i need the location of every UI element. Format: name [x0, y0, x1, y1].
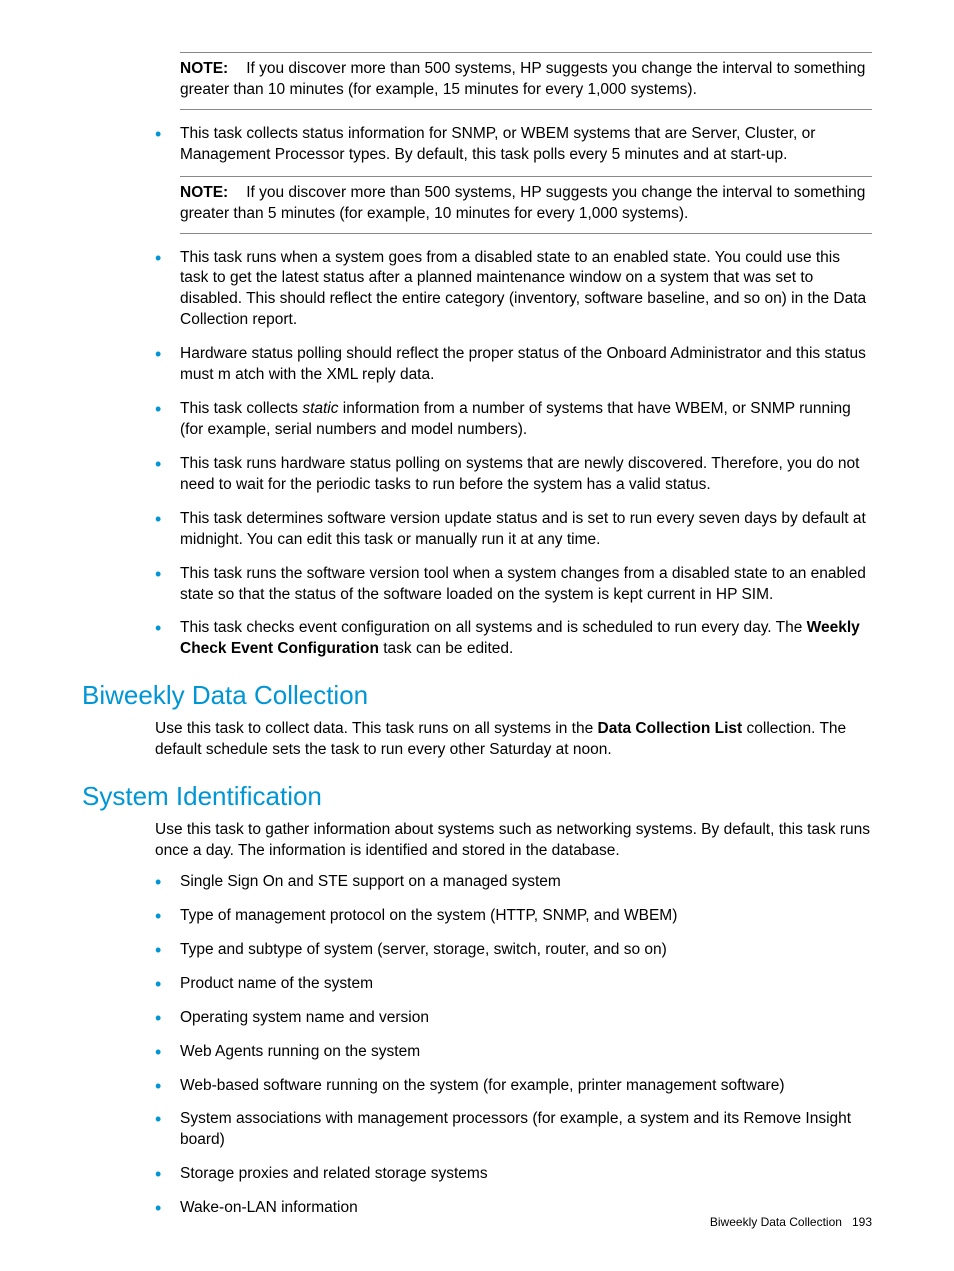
bullet-g2-item2-text: Hardware status polling should reflect t… [180, 345, 866, 383]
bullet-g2-item3: This task collects static information fr… [155, 399, 872, 441]
bullet-g1-item1: This task collects status information fo… [155, 124, 872, 234]
footer-page: 193 [852, 1215, 872, 1229]
sysid-item-3: Type and subtype of system (server, stor… [155, 940, 872, 961]
note-box-1: NOTE:If you discover more than 500 syste… [180, 52, 872, 110]
bullet-g2-item7-pre: This task checks event configuration on … [180, 619, 807, 636]
biweekly-para: Use this task to collect data. This task… [155, 719, 872, 761]
sysid-item-7: Web-based software running on the system… [155, 1076, 872, 1097]
bullet-group-1: This task collects status information fo… [155, 124, 872, 234]
sysid-item-2: Type of management protocol on the syste… [155, 906, 872, 927]
bullet-g2-item3-pre: This task collects [180, 400, 302, 417]
sysid-item-1: Single Sign On and STE support on a mana… [155, 872, 872, 893]
sysid-heading: System Identification [82, 781, 872, 812]
note-1-body: If you discover more than 500 systems, H… [180, 60, 865, 98]
sysid-item-8-text: System associations with management proc… [180, 1110, 851, 1148]
biweekly-para-bold: Data Collection List [598, 720, 743, 737]
bullet-g2-item1: This task runs when a system goes from a… [155, 248, 872, 332]
bullet-g2-item1-text: This task runs when a system goes from a… [180, 249, 866, 329]
note-2-label: NOTE: [180, 184, 228, 201]
note-1-label: NOTE: [180, 60, 228, 77]
note-2-body: If you discover more than 500 systems, H… [180, 184, 865, 222]
sysid-item-10-text: Wake-on-LAN information [180, 1199, 358, 1216]
biweekly-para-pre: Use this task to collect data. This task… [155, 720, 598, 737]
page-footer: Biweekly Data Collection 193 [710, 1215, 872, 1229]
biweekly-heading: Biweekly Data Collection [82, 680, 872, 711]
bullet-g2-item4: This task runs hardware status polling o… [155, 454, 872, 496]
bullet-g2-item7-post: task can be edited. [379, 640, 513, 657]
bullet-g2-item5-text: This task determines software version up… [180, 510, 866, 548]
footer-text: Biweekly Data Collection [710, 1215, 842, 1229]
bullet-g2-item3-em: static [302, 400, 338, 417]
sysid-para: Use this task to gather information abou… [155, 820, 872, 862]
sysid-item-5: Operating system name and version [155, 1008, 872, 1029]
note-1-text: NOTE:If you discover more than 500 syste… [180, 60, 865, 98]
sysid-item-8: System associations with management proc… [155, 1109, 872, 1151]
sysid-item-6-text: Web Agents running on the system [180, 1043, 420, 1060]
note-2-text: NOTE:If you discover more than 500 syste… [180, 184, 865, 222]
bullet-g2-item6: This task runs the software version tool… [155, 564, 872, 606]
bullet-g2-item4-text: This task runs hardware status polling o… [180, 455, 859, 493]
bullet-g2-item6-text: This task runs the software version tool… [180, 565, 866, 603]
sysid-item-9-text: Storage proxies and related storage syst… [180, 1165, 488, 1182]
sysid-item-3-text: Type and subtype of system (server, stor… [180, 941, 667, 958]
sysid-item-5-text: Operating system name and version [180, 1009, 429, 1026]
bullet-g2-item7: This task checks event configuration on … [155, 618, 872, 660]
sysid-item-6: Web Agents running on the system [155, 1042, 872, 1063]
sysid-bullets: Single Sign On and STE support on a mana… [155, 872, 872, 1219]
sysid-item-4: Product name of the system [155, 974, 872, 995]
bullet-g1-item1-text: This task collects status information fo… [180, 125, 815, 163]
bullet-g2-item2: Hardware status polling should reflect t… [155, 344, 872, 386]
bullet-group-2: This task runs when a system goes from a… [155, 248, 872, 661]
bullet-g2-item5: This task determines software version up… [155, 509, 872, 551]
sysid-item-4-text: Product name of the system [180, 975, 373, 992]
sysid-item-7-text: Web-based software running on the system… [180, 1077, 785, 1094]
sysid-item-1-text: Single Sign On and STE support on a mana… [180, 873, 561, 890]
note-box-2: NOTE:If you discover more than 500 syste… [180, 176, 872, 234]
sysid-item-9: Storage proxies and related storage syst… [155, 1164, 872, 1185]
sysid-item-2-text: Type of management protocol on the syste… [180, 907, 677, 924]
